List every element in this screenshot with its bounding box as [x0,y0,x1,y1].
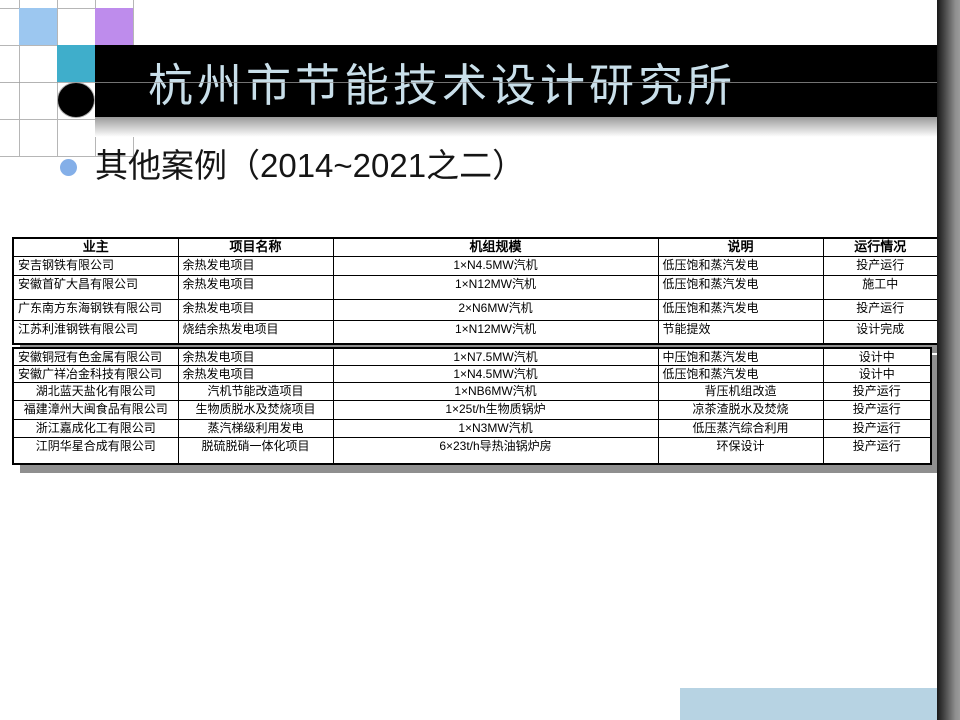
table-cell: 投产运行 [822,255,939,276]
section-heading: 其他案例（2014~2021之二） [95,146,525,187]
table-cell: 2×N6MW汽机 [332,298,659,321]
bullet-icon [60,159,77,176]
table-cell: 投产运行 [822,419,932,438]
table-cell: 生物质脱水及焚烧项目 [177,400,334,420]
table-cell: 低压饱和蒸汽发电 [657,365,824,383]
table-cell: 安徽首矿大昌有限公司 [12,274,179,300]
page-title: 杭州市节能技术设计研究所 [148,60,737,111]
decor-square-purple [95,8,133,45]
table-row: 安徽铜冠有色金属有限公司 余热发电项目 1×N7.5MW汽机 中压饱和蒸汽发电 设计中 [12,347,932,366]
footer-accent-bar [680,688,937,720]
table-row: 安徽首矿大昌有限公司 余热发电项目 1×N12MW汽机 低压饱和蒸汽发电 施工中 [12,274,939,300]
table-cell: 广东南方东海钢铁有限公司 [12,298,179,321]
table-cell: 浙江嘉成化工有限公司 [12,419,179,438]
right-edge-shadow [937,0,960,720]
table-row: 业主 项目名称 机组规模 说明 运行情况 [12,237,939,257]
grid-line [0,82,937,83]
grid-line [0,156,133,157]
table-row: 湖北蓝天盐化有限公司 汽机节能改造项目 1×NB6MW汽机 背压机组改造 投产运行 [12,382,932,401]
grid-line [0,119,133,120]
table-cell: 6×23t/h导热油锅炉房 [332,437,659,464]
heading-text-suffix: 之二） [426,149,526,185]
case-table-1: 业主 项目名称 机组规模 说明 运行情况 安吉钢铁有限公司 余热发电项目 1×N4.5MW汽… [12,237,939,345]
grid-line [19,0,20,156]
table-row: 安徽广祥冶金科技有限公司 余热发电项目 1×N4.5MW汽机 低压饱和蒸汽发电 设计中 [12,365,932,383]
heading-year-range: 2014~2021 [260,147,427,184]
table-cell: 1×N12MW汽机 [332,274,659,300]
table-cell: 低压饱和蒸汽发电 [657,274,824,300]
table-cell: 1×25t/h生物质锅炉 [332,400,659,420]
table-cell: 低压饱和蒸汽发电 [657,255,824,276]
table-cell: 1×N4.5MW汽机 [332,255,659,276]
table-row: 福建漳州大闽食品有限公司 生物质脱水及焚烧项目 1×25t/h生物质锅炉 凉茶渣脱水及… [12,400,932,420]
table-cell: 烧结余热发电项目 [177,319,334,345]
table-cell: 背压机组改造 [657,382,824,401]
table-row: 安吉钢铁有限公司 余热发电项目 1×N4.5MW汽机 低压饱和蒸汽发电 投产运行 [12,255,939,276]
table-cell: 1×N7.5MW汽机 [332,347,659,366]
table-cell: 1×N12MW汽机 [332,319,659,345]
table-cell: 投产运行 [822,437,932,464]
table-cell: 福建漳州大闽食品有限公司 [12,400,179,420]
heading-text-prefix: 其他案例（ [95,149,260,185]
title-bar: 杭州市节能技术设计研究所 [95,45,937,117]
table-row: 江阴华星合成有限公司 脱硫脱硝一体化项目 6×23t/h导热油锅炉房 环保设计 投产运行 [12,437,932,464]
table-cell: 安徽广祥冶金科技有限公司 [12,365,179,383]
table-cell: 余热发电项目 [177,255,334,276]
table-cell: 江苏利淮钢铁有限公司 [12,319,179,345]
column-header: 运行情况 [822,237,939,257]
case-table-2: 安徽铜冠有色金属有限公司 余热发电项目 1×N7.5MW汽机 中压饱和蒸汽发电 设计中安… [12,347,932,465]
table-cell: 余热发电项目 [177,298,334,321]
table-cell: 投产运行 [822,382,932,401]
table-cell: 投产运行 [822,400,932,420]
table-cell: 中压饱和蒸汽发电 [657,347,824,366]
table-cell: 江阴华星合成有限公司 [12,437,179,464]
table-cell: 湖北蓝天盐化有限公司 [12,382,179,401]
table-cell: 汽机节能改造项目 [177,382,334,401]
table-cell: 设计中 [822,347,932,366]
column-header: 业主 [12,237,179,257]
table-cell: 凉茶渣脱水及焚烧 [657,400,824,420]
table-cell: 余热发电项目 [177,274,334,300]
table-cell: 设计完成 [822,319,939,345]
table-row: 江苏利淮钢铁有限公司 烧结余热发电项目 1×N12MW汽机 节能提效 设计完成 [12,319,939,345]
table-cell: 余热发电项目 [177,347,334,366]
table-cell: 1×N3MW汽机 [332,419,659,438]
table-cell: 安徽铜冠有色金属有限公司 [12,347,179,366]
column-header: 说明 [657,237,824,257]
table-row: 广东南方东海钢铁有限公司 余热发电项目 2×N6MW汽机 低压饱和蒸汽发电 投产运行 [12,298,939,321]
title-bar-shadow [95,117,937,137]
column-header: 机组规模 [332,237,659,257]
table-row: 浙江嘉成化工有限公司 蒸汽梯级利用发电 1×N3MW汽机 低压蒸汽综合利用 投产运行 [12,419,932,438]
table-cell: 低压蒸汽综合利用 [657,419,824,438]
table-header-row: 业主 项目名称 机组规模 说明 运行情况 [12,237,939,257]
table-cell: 1×N4.5MW汽机 [332,365,659,383]
table-cell: 环保设计 [657,437,824,464]
table-cell: 投产运行 [822,298,939,321]
table-cell: 安吉钢铁有限公司 [12,255,179,276]
decor-square-blue [19,8,57,45]
table-cell: 余热发电项目 [177,365,334,383]
grid-line [0,8,133,9]
table-cell: 蒸汽梯级利用发电 [177,419,334,438]
table-cell: 设计中 [822,365,932,383]
table-cell: 施工中 [822,274,939,300]
table-cell: 1×NB6MW汽机 [332,382,659,401]
table-cell: 节能提效 [657,319,824,345]
table-cell: 脱硫脱硝一体化项目 [177,437,334,464]
decor-square-teal [57,45,95,82]
decor-circle [57,82,95,118]
column-header: 项目名称 [177,237,334,257]
table-cell: 低压饱和蒸汽发电 [657,298,824,321]
